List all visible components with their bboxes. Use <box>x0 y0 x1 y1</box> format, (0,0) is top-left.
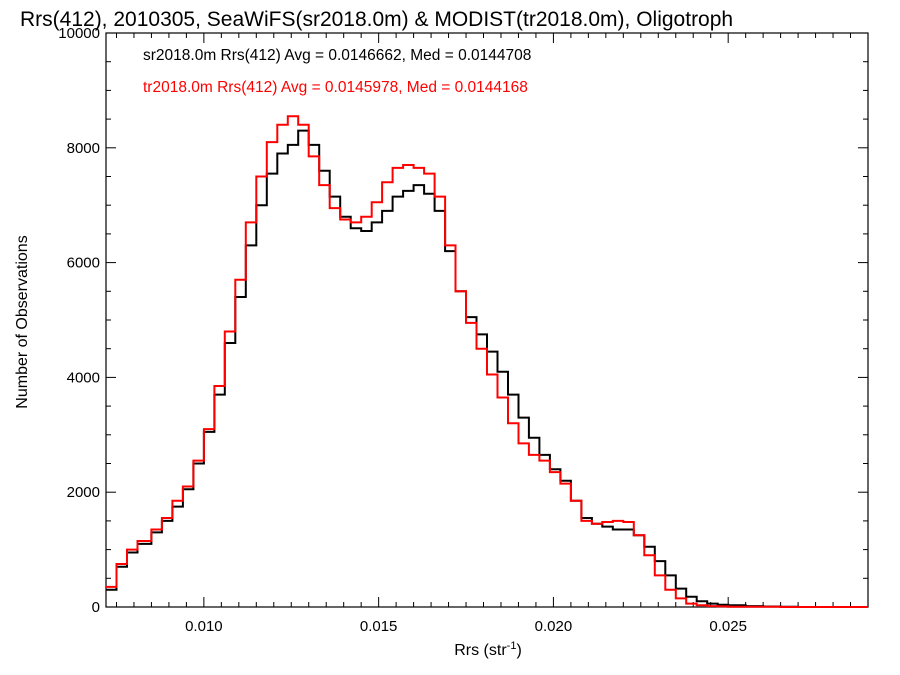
y-axis: 0 2000 4000 6000 8000 10000 <box>58 25 868 616</box>
legend-entry-sr: sr2018.0m Rrs(412) Avg = 0.0146662, Med … <box>143 47 531 64</box>
plot-frame <box>105 32 869 608</box>
y-tick-label: 10000 <box>58 25 100 42</box>
chart-title: Rrs(412), 2010305, SeaWiFS(sr2018.0m) & … <box>20 8 733 31</box>
y-tick-label: 0 <box>92 599 100 616</box>
y-tick-label: 8000 <box>67 140 100 157</box>
plot-area <box>105 32 869 608</box>
series-layer <box>106 115 868 608</box>
x-tick-label: 0.025 <box>709 618 747 635</box>
series-tr2018-line <box>106 115 868 608</box>
x-tick-label: 0.015 <box>360 618 398 635</box>
legend-entry-tr: tr2018.0m Rrs(412) Avg = 0.0145978, Med … <box>143 79 528 96</box>
x-tick-label: 0.020 <box>535 618 573 635</box>
x-axis: 0.010 0.015 0.020 0.025 <box>115 33 852 635</box>
y-tick-label: 2000 <box>67 484 100 501</box>
y-tick-label: 6000 <box>67 255 100 272</box>
x-axis-label: Rrs (str-1) <box>454 640 522 659</box>
y-axis-label: Number of Observations <box>14 235 31 408</box>
x-tick-label: 0.010 <box>185 618 223 635</box>
y-tick-label: 4000 <box>67 369 100 386</box>
